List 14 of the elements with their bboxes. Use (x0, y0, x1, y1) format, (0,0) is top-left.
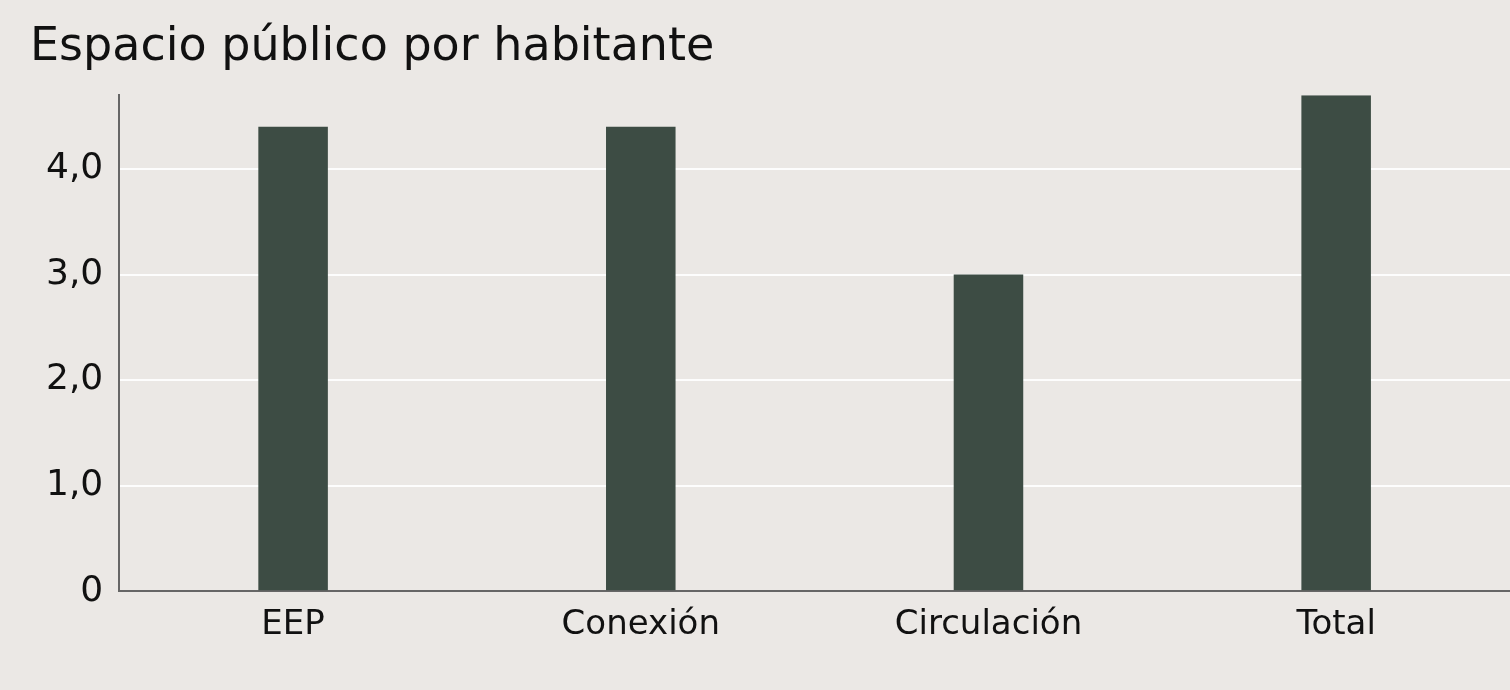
y-tick-label: 2,0 (45, 356, 104, 398)
y-tick-label: 0 (80, 567, 104, 609)
y-tick-label: 4,0 (45, 145, 104, 187)
bar (953, 274, 1024, 591)
bar (606, 126, 676, 591)
y-tick-label: 3,0 (45, 250, 104, 292)
chart-title: Espacio público por habitante (30, 16, 715, 71)
x-tick-label: Circulación (894, 602, 1083, 643)
bar (1301, 95, 1371, 591)
x-tick-label: Conexión (561, 602, 720, 643)
x-tick-label: EEP (261, 602, 325, 643)
x-tick-label: Total (1295, 602, 1376, 643)
bar (258, 126, 328, 591)
y-tick-label: 1,0 (45, 462, 104, 504)
